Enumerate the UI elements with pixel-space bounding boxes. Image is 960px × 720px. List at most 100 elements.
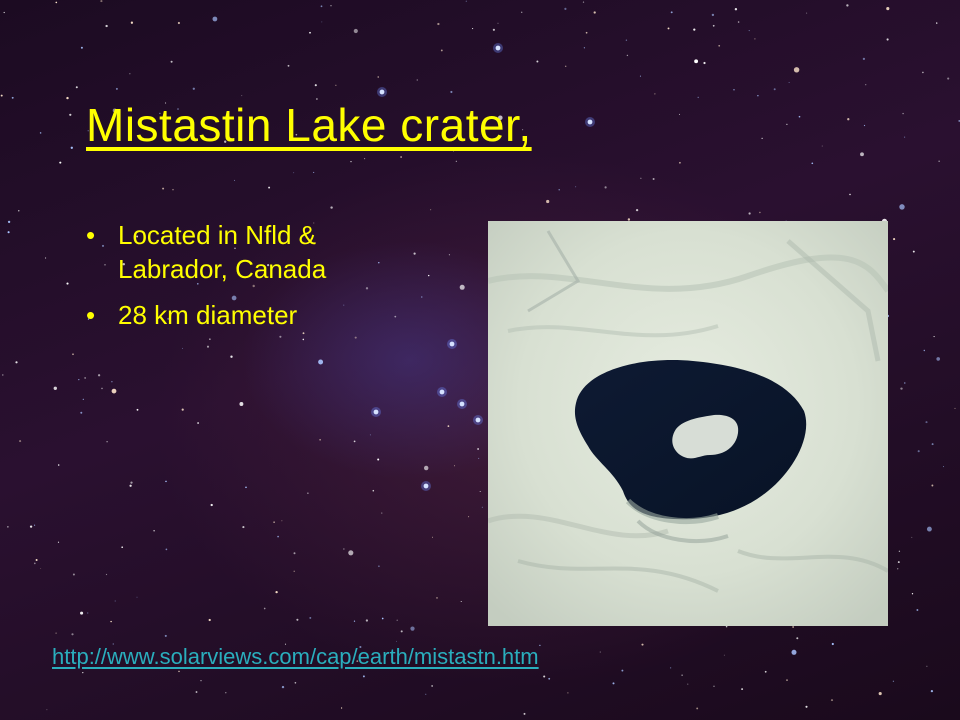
star xyxy=(621,669,624,672)
star xyxy=(711,13,715,17)
star xyxy=(450,90,453,94)
star xyxy=(904,136,906,138)
star xyxy=(33,562,36,565)
star xyxy=(922,71,924,74)
star xyxy=(350,160,352,163)
star xyxy=(455,160,457,162)
star xyxy=(687,683,689,685)
bullet-item-diameter: • 28 km diameter xyxy=(86,298,426,332)
star xyxy=(395,640,397,642)
star xyxy=(748,30,750,32)
star xyxy=(679,161,681,164)
star xyxy=(212,16,218,22)
star xyxy=(453,151,454,152)
star xyxy=(917,450,920,453)
star xyxy=(136,408,139,411)
star xyxy=(39,132,42,134)
star xyxy=(159,112,161,115)
star xyxy=(343,548,345,550)
star xyxy=(165,480,167,483)
star xyxy=(46,709,48,711)
star xyxy=(72,353,74,356)
star xyxy=(293,172,295,174)
star xyxy=(341,707,343,709)
star xyxy=(105,573,108,576)
star xyxy=(498,115,503,121)
bright-star xyxy=(475,417,481,423)
star xyxy=(313,171,315,173)
star xyxy=(911,593,914,595)
star xyxy=(654,93,656,95)
source-link[interactable]: http://www.solarviews.com/cap/earth/mist… xyxy=(52,644,539,669)
star xyxy=(926,526,932,532)
star xyxy=(741,688,744,691)
star xyxy=(431,685,433,687)
star xyxy=(252,284,255,288)
star xyxy=(546,199,550,204)
star xyxy=(313,222,315,224)
star xyxy=(335,84,337,86)
star xyxy=(923,349,926,352)
star xyxy=(309,31,311,34)
star xyxy=(754,38,756,40)
star xyxy=(138,312,140,314)
star xyxy=(197,283,199,285)
star xyxy=(231,295,237,301)
star xyxy=(210,503,213,507)
star xyxy=(786,679,788,681)
star xyxy=(947,77,950,80)
star xyxy=(314,84,317,87)
star xyxy=(162,187,165,190)
star xyxy=(281,685,285,689)
star xyxy=(759,211,761,214)
star xyxy=(394,315,397,318)
star xyxy=(423,465,429,471)
star xyxy=(641,643,644,646)
star xyxy=(356,660,359,662)
bright-star xyxy=(587,119,593,125)
star xyxy=(295,133,298,136)
star xyxy=(679,113,680,115)
star xyxy=(396,619,398,621)
star xyxy=(543,675,546,678)
star xyxy=(57,464,60,466)
star xyxy=(954,407,956,409)
star xyxy=(892,680,895,682)
star xyxy=(536,60,539,63)
star xyxy=(440,49,443,52)
star xyxy=(718,44,721,47)
star xyxy=(863,124,866,127)
star xyxy=(321,21,323,23)
star xyxy=(713,685,715,687)
star xyxy=(764,670,767,673)
star xyxy=(0,94,3,97)
star xyxy=(377,458,380,461)
star xyxy=(916,609,919,611)
bright-star xyxy=(449,341,455,347)
star xyxy=(318,359,324,365)
star xyxy=(106,441,108,443)
star xyxy=(273,521,275,523)
star xyxy=(436,597,438,599)
star xyxy=(796,637,799,640)
star xyxy=(181,347,184,349)
star xyxy=(931,484,934,487)
star xyxy=(893,238,896,241)
star xyxy=(302,338,305,341)
star xyxy=(115,87,118,90)
star xyxy=(748,212,751,215)
star xyxy=(599,651,601,653)
star xyxy=(199,319,201,321)
star xyxy=(348,550,354,556)
star xyxy=(197,422,200,424)
star xyxy=(105,24,108,28)
star xyxy=(432,536,434,538)
star xyxy=(80,611,84,615)
star xyxy=(287,64,290,67)
star xyxy=(846,4,849,7)
star xyxy=(902,112,904,115)
star xyxy=(111,388,117,394)
star xyxy=(925,421,928,424)
star xyxy=(378,261,380,264)
star xyxy=(165,102,167,104)
